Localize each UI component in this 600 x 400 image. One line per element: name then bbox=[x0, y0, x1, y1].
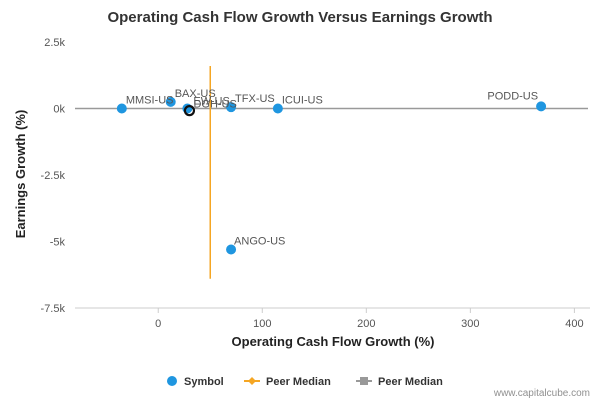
x-tick-label: 0 bbox=[155, 318, 161, 330]
highlight-point-label: DGH-US bbox=[193, 99, 236, 111]
legend-diamond-marker bbox=[248, 377, 256, 385]
data-point-label: EW-US bbox=[193, 96, 229, 108]
x-tick-label: 400 bbox=[565, 318, 583, 330]
data-point-label: ANGO-US bbox=[234, 235, 285, 247]
credit-text: www.capitalcube.com bbox=[493, 388, 590, 399]
x-tick-label: 100 bbox=[253, 318, 271, 330]
data-point-label: ICUI-US bbox=[282, 95, 323, 107]
data-point bbox=[226, 102, 237, 113]
peer-median-lines bbox=[75, 65, 588, 279]
legend-label: Peer Median bbox=[378, 376, 443, 388]
data-points bbox=[116, 96, 547, 255]
data-point bbox=[272, 103, 283, 114]
legend-label: Symbol bbox=[184, 376, 224, 388]
data-point-label: MMSI-US bbox=[126, 95, 174, 107]
y-tick-label: -7.5k bbox=[41, 303, 66, 315]
x-tick-labels: 0 100 200 300 400 bbox=[155, 308, 584, 330]
data-point bbox=[116, 103, 127, 114]
data-point-label: TFX-US bbox=[235, 93, 275, 105]
legend-square-marker bbox=[360, 377, 368, 385]
legend: Symbol Peer Median Peer Median bbox=[167, 376, 443, 388]
data-point bbox=[165, 96, 176, 107]
y-tick-label: -5k bbox=[50, 237, 66, 249]
legend-label: Peer Median bbox=[266, 376, 331, 388]
x-tick-label: 300 bbox=[461, 318, 479, 330]
data-point bbox=[536, 101, 547, 112]
data-point-label: PODD-US bbox=[487, 90, 538, 102]
legend-symbol-marker bbox=[167, 376, 177, 386]
data-point bbox=[226, 244, 237, 255]
x-tick-label: 200 bbox=[357, 318, 375, 330]
chart-title: Operating Cash Flow Growth Versus Earnin… bbox=[107, 9, 492, 26]
y-axis-title: Earnings Growth (%) bbox=[13, 110, 28, 239]
x-axis-title: Operating Cash Flow Growth (%) bbox=[232, 334, 435, 349]
y-tick-labels: 2.5k 0k -2.5k -5k -7.5k bbox=[41, 37, 66, 315]
data-point bbox=[182, 103, 193, 114]
highlight-point bbox=[183, 105, 196, 117]
data-point-label: BAX-US bbox=[175, 88, 216, 100]
y-tick-label: -2.5k bbox=[41, 170, 66, 182]
y-tick-label: 0k bbox=[53, 104, 65, 116]
y-tick-label: 2.5k bbox=[44, 37, 65, 49]
